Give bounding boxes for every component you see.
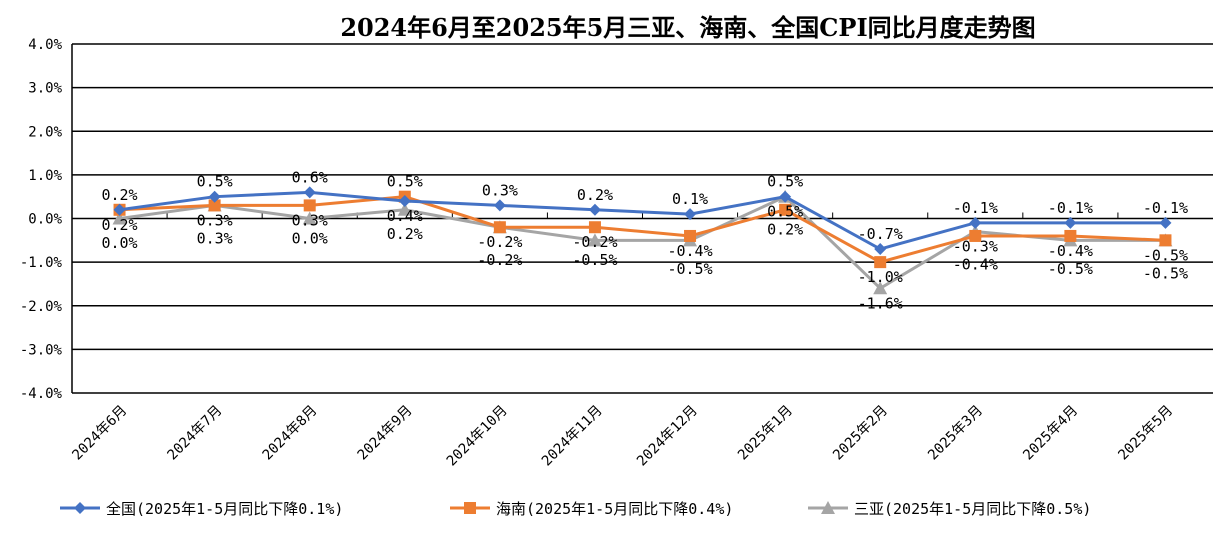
data-label: -0.1% <box>1048 199 1093 217</box>
square-marker <box>874 256 887 269</box>
diamond-marker <box>684 208 697 221</box>
data-label: 0.5% <box>767 173 803 191</box>
diamond-marker <box>398 195 411 208</box>
triangle-marker <box>821 501 835 514</box>
x-tick-label: 2024年10月 <box>444 403 511 470</box>
data-label: 0.2% <box>767 221 803 239</box>
data-label: 0.2% <box>387 225 423 243</box>
series-line <box>119 190 1166 251</box>
x-tick-label: 2024年6月 <box>69 403 130 464</box>
data-label: -0.7% <box>858 225 903 243</box>
data-label: 0.2% <box>101 186 137 204</box>
diamond-marker <box>1064 216 1077 229</box>
x-tick-label: 2025年2月 <box>830 403 891 464</box>
data-label: 0.0% <box>101 234 137 252</box>
y-tick-label: 2.0% <box>28 124 62 140</box>
series-line <box>119 195 1166 264</box>
diamond-marker <box>493 199 506 212</box>
y-tick-label: 3.0% <box>28 81 62 97</box>
data-label: -0.1% <box>1143 199 1188 217</box>
data-label: 0.3% <box>197 211 233 229</box>
data-label: 0.0% <box>292 229 328 247</box>
square-marker <box>208 199 221 212</box>
y-tick-label: -2.0% <box>20 299 63 315</box>
data-label: -0.5% <box>1143 264 1188 282</box>
data-label: 0.1% <box>672 190 708 208</box>
data-label: 0.3% <box>197 229 233 247</box>
x-tick-label: 2024年12月 <box>634 403 701 470</box>
data-label: -0.5% <box>1143 246 1188 264</box>
square-marker <box>1064 229 1077 242</box>
square-marker <box>969 229 982 242</box>
data-label: -0.4% <box>1048 242 1093 260</box>
diamond-marker <box>588 203 601 216</box>
triangle-marker <box>587 233 602 247</box>
data-label: -0.2% <box>477 251 522 269</box>
y-tick-label: 1.0% <box>28 168 62 184</box>
x-tick-label: 2025年4月 <box>1020 403 1081 464</box>
data-label: 0.4% <box>387 207 423 225</box>
data-label: -0.4% <box>953 256 998 274</box>
data-label: 0.2% <box>101 216 137 234</box>
diamond-marker <box>1159 216 1172 229</box>
square-marker <box>779 203 792 216</box>
legend-label: 全国(2025年1-5月同比下降0.1%) <box>106 500 343 518</box>
x-tick-label: 2024年8月 <box>260 403 321 464</box>
triangle-marker <box>112 211 127 225</box>
chart-title: 2024年6月至2025年5月三亚、海南、全国CPI同比月度走势图 <box>340 13 1035 42</box>
data-label: 0.2% <box>577 186 613 204</box>
data-label: 0.5% <box>767 203 803 221</box>
data-label: 0.3% <box>292 211 328 229</box>
data-label: -0.5% <box>1048 260 1093 278</box>
x-tick-label: 2025年1月 <box>735 403 796 464</box>
x-tick-label: 2024年9月 <box>355 403 416 464</box>
square-marker <box>588 221 601 234</box>
diamond-marker <box>779 190 792 203</box>
y-tick-label: -4.0% <box>20 386 63 402</box>
diamond-marker <box>874 243 887 256</box>
square-marker <box>303 199 316 212</box>
diamond-marker <box>74 502 86 514</box>
data-label: 0.5% <box>197 173 233 191</box>
data-label: -0.4% <box>667 242 712 260</box>
data-label: 0.6% <box>292 168 328 186</box>
data-label: -0.1% <box>953 199 998 217</box>
data-label: -0.3% <box>953 238 998 256</box>
data-label: -0.2% <box>572 233 617 251</box>
square-marker <box>464 502 476 514</box>
data-label: 0.3% <box>482 181 518 199</box>
square-marker <box>493 221 506 234</box>
square-marker <box>684 229 697 242</box>
diamond-marker <box>303 186 316 199</box>
x-tick-label: 2025年3月 <box>925 403 986 464</box>
square-marker <box>1159 234 1172 247</box>
triangle-marker <box>873 281 888 295</box>
series-line <box>119 194 1166 291</box>
data-label: 0.5% <box>387 173 423 191</box>
data-label: -0.5% <box>572 251 617 269</box>
legend-label: 海南(2025年1-5月同比下降0.4%) <box>496 500 733 518</box>
y-tick-label: 4.0% <box>28 37 62 53</box>
data-label: -1.6% <box>858 294 903 312</box>
y-tick-label: -3.0% <box>20 342 63 358</box>
triangle-marker <box>397 202 412 216</box>
diamond-marker <box>969 216 982 229</box>
x-tick-label: 2024年11月 <box>539 403 606 470</box>
y-tick-label: -1.0% <box>20 255 63 271</box>
y-tick-label: 0.0% <box>28 212 62 228</box>
data-label: -0.2% <box>477 233 522 251</box>
diamond-marker <box>208 190 221 203</box>
x-tick-label: 2024年7月 <box>165 403 226 464</box>
x-tick-label: 2025年5月 <box>1115 403 1176 464</box>
data-label: -0.5% <box>667 260 712 278</box>
diamond-marker <box>113 203 126 216</box>
triangle-marker <box>302 211 317 225</box>
data-label: -1.0% <box>858 268 903 286</box>
legend-label: 三亚(2025年1-5月同比下降0.5%) <box>854 500 1091 518</box>
